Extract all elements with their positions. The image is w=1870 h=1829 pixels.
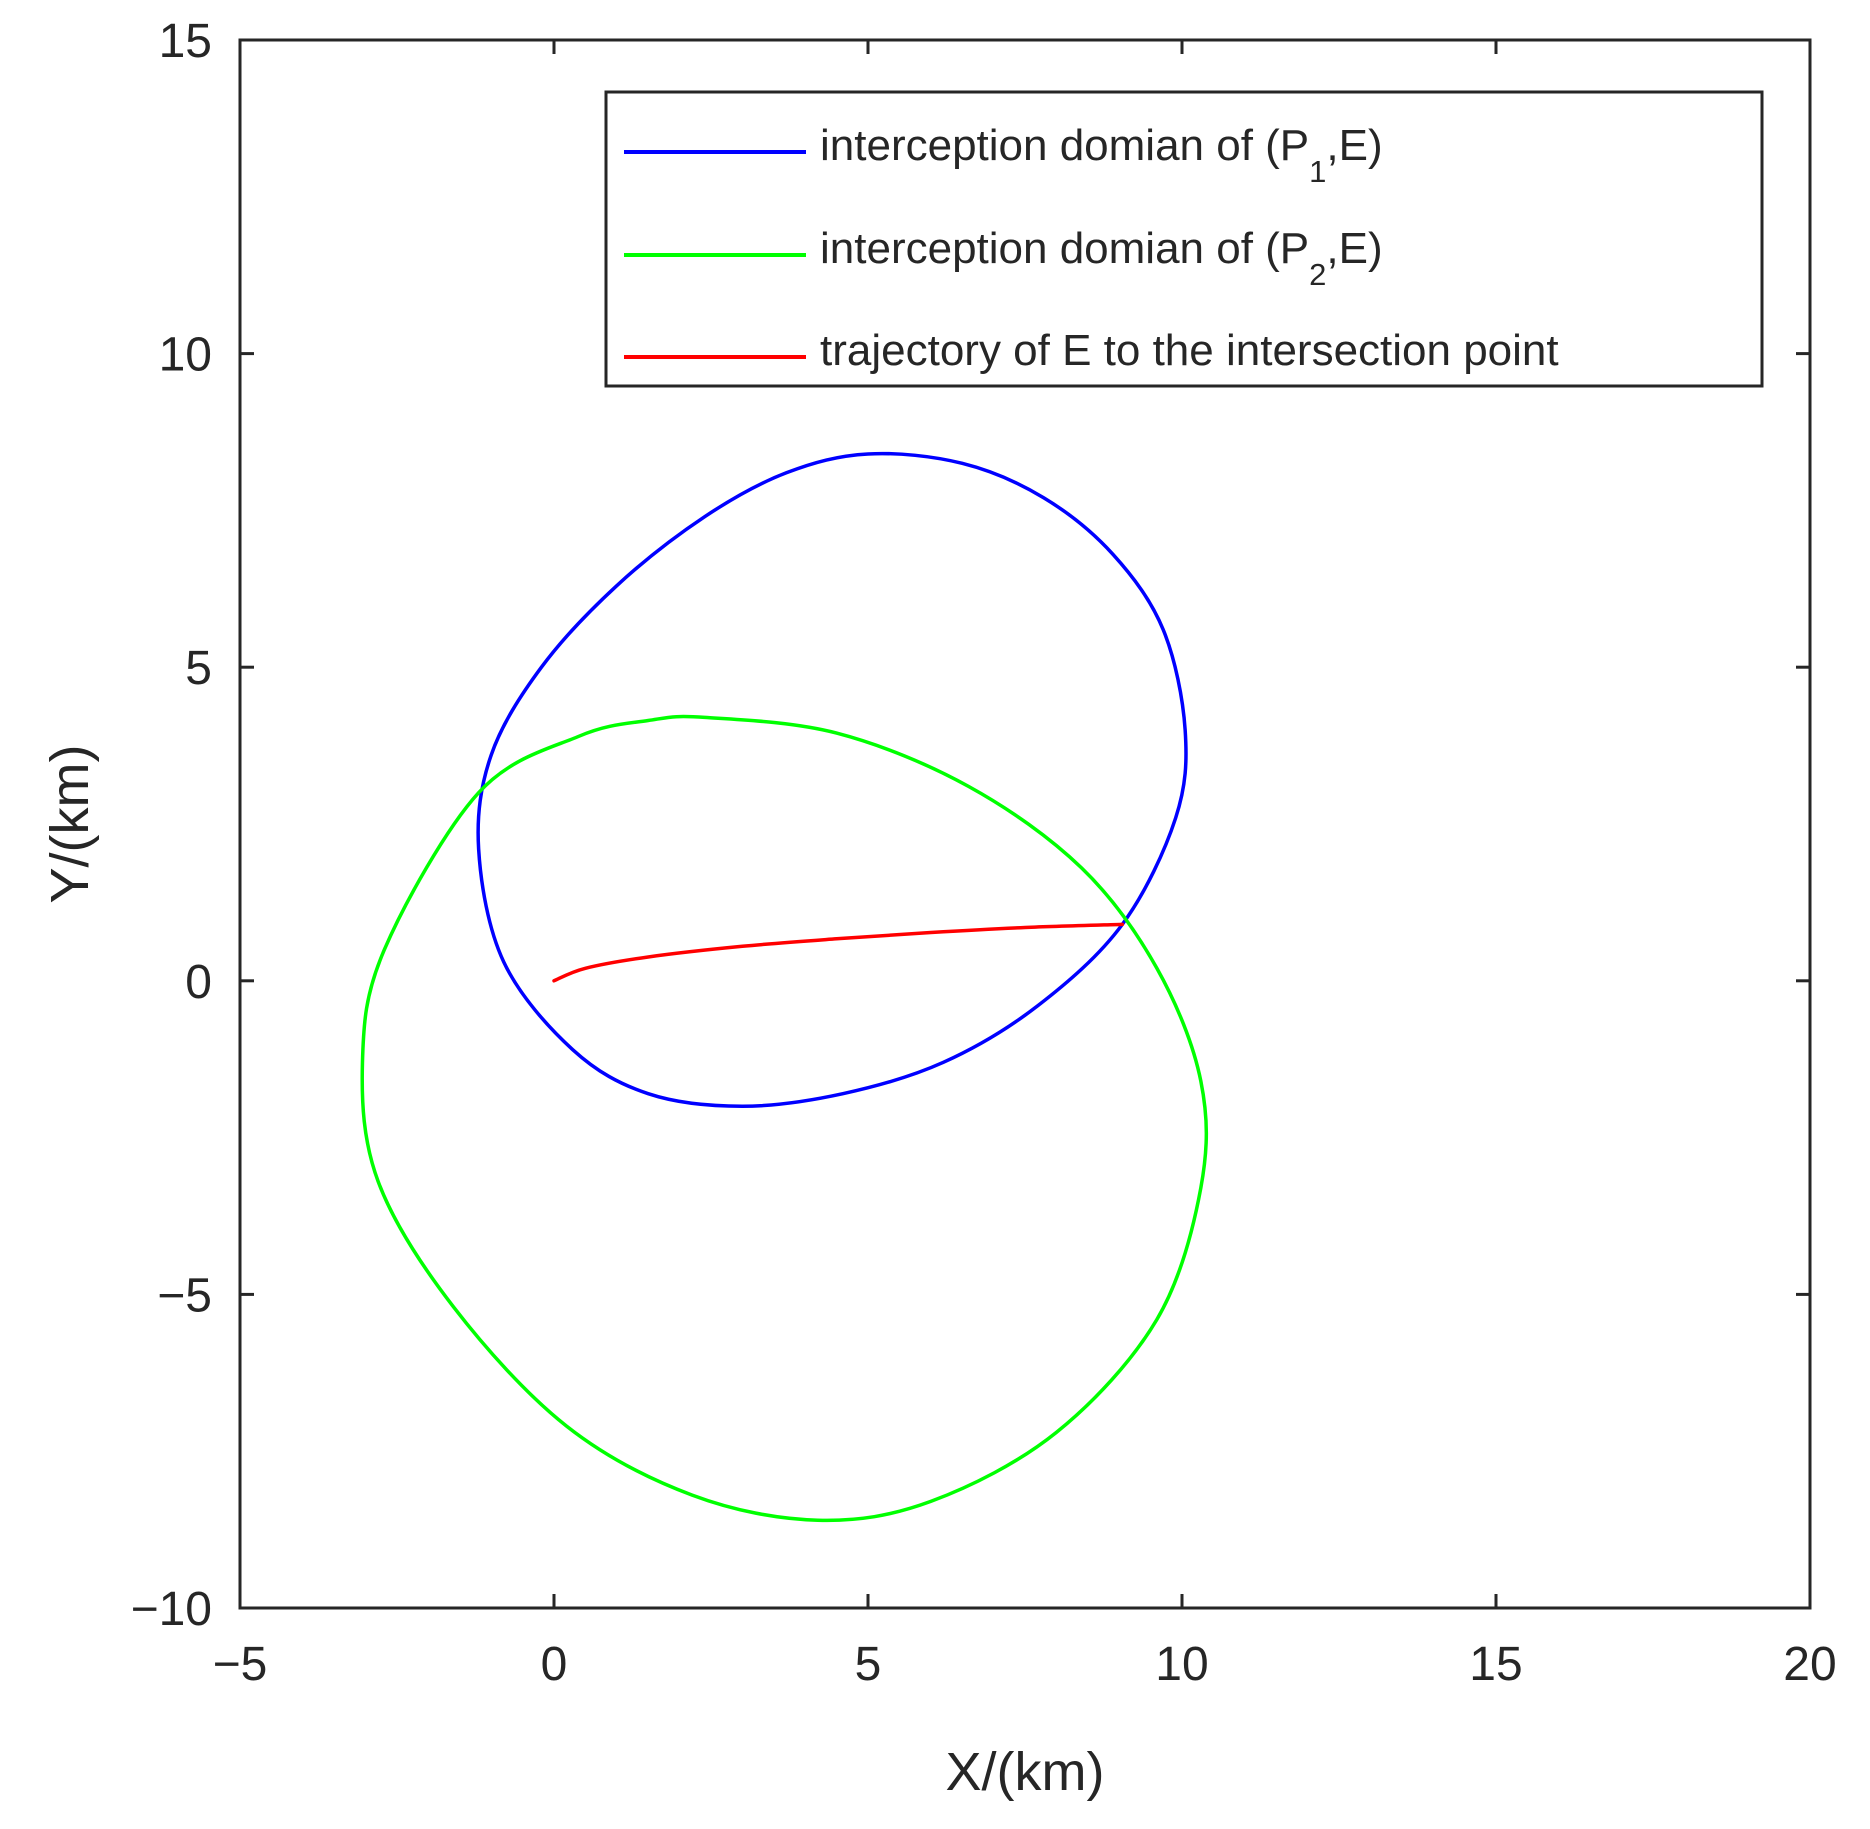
x-tick-label: 10: [1155, 1638, 1208, 1691]
series-line-p2-domain: [360, 714, 1209, 1523]
y-tick-label: 5: [185, 642, 212, 695]
x-tick-label: −5: [213, 1638, 268, 1691]
legend-label-subscript: 2: [1309, 257, 1326, 292]
y-tick-label: 0: [185, 956, 212, 1009]
y-tick-label: 15: [159, 15, 212, 68]
y-tick-label: −10: [131, 1583, 212, 1636]
legend-label: interception domian of (P2,E): [820, 224, 1383, 292]
legend: interception domian of (P1,E)interceptio…: [604, 90, 1764, 388]
x-axis-title: X/(km): [946, 1742, 1105, 1802]
legend-label-text: interception domian of (P: [820, 224, 1309, 273]
series-layer: [360, 451, 1209, 1523]
legend-box: [604, 90, 1764, 388]
x-tick-label: 5: [855, 1638, 882, 1691]
legend-label-subscript: 1: [1309, 154, 1326, 189]
x-tick-label: 20: [1783, 1638, 1836, 1691]
legend-label: interception domian of (P1,E): [820, 121, 1383, 189]
y-tick-label: −5: [157, 1269, 212, 1322]
tick-marks: [238, 38, 1812, 1610]
series-line-e-trajectory: [552, 922, 1125, 983]
series-line-p1-domain: [476, 451, 1188, 1108]
legend-label-suffix: ,E): [1326, 224, 1382, 273]
legend-label-text: trajectory of E to the intersection poin…: [820, 326, 1559, 375]
legend-label-text: interception domian of (P: [820, 121, 1309, 170]
x-tick-label: 15: [1469, 1638, 1522, 1691]
x-tick-label: 0: [541, 1638, 568, 1691]
y-axis-title: Y/(km): [40, 745, 100, 904]
y-tick-label: 10: [159, 329, 212, 382]
legend-label-suffix: ,E): [1326, 121, 1382, 170]
legend-label: trajectory of E to the intersection poin…: [820, 326, 1559, 375]
plot-area-frame: [238, 38, 1812, 1610]
